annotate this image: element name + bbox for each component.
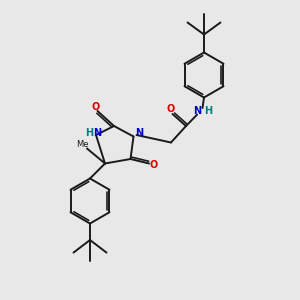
Text: N: N xyxy=(193,106,201,116)
Text: Me: Me xyxy=(76,140,89,149)
Text: H: H xyxy=(204,106,212,116)
Text: N: N xyxy=(93,128,102,139)
Text: O: O xyxy=(92,101,100,112)
Text: O: O xyxy=(149,160,158,170)
Text: N: N xyxy=(135,128,144,139)
Text: H: H xyxy=(85,128,94,139)
Text: O: O xyxy=(167,104,175,115)
